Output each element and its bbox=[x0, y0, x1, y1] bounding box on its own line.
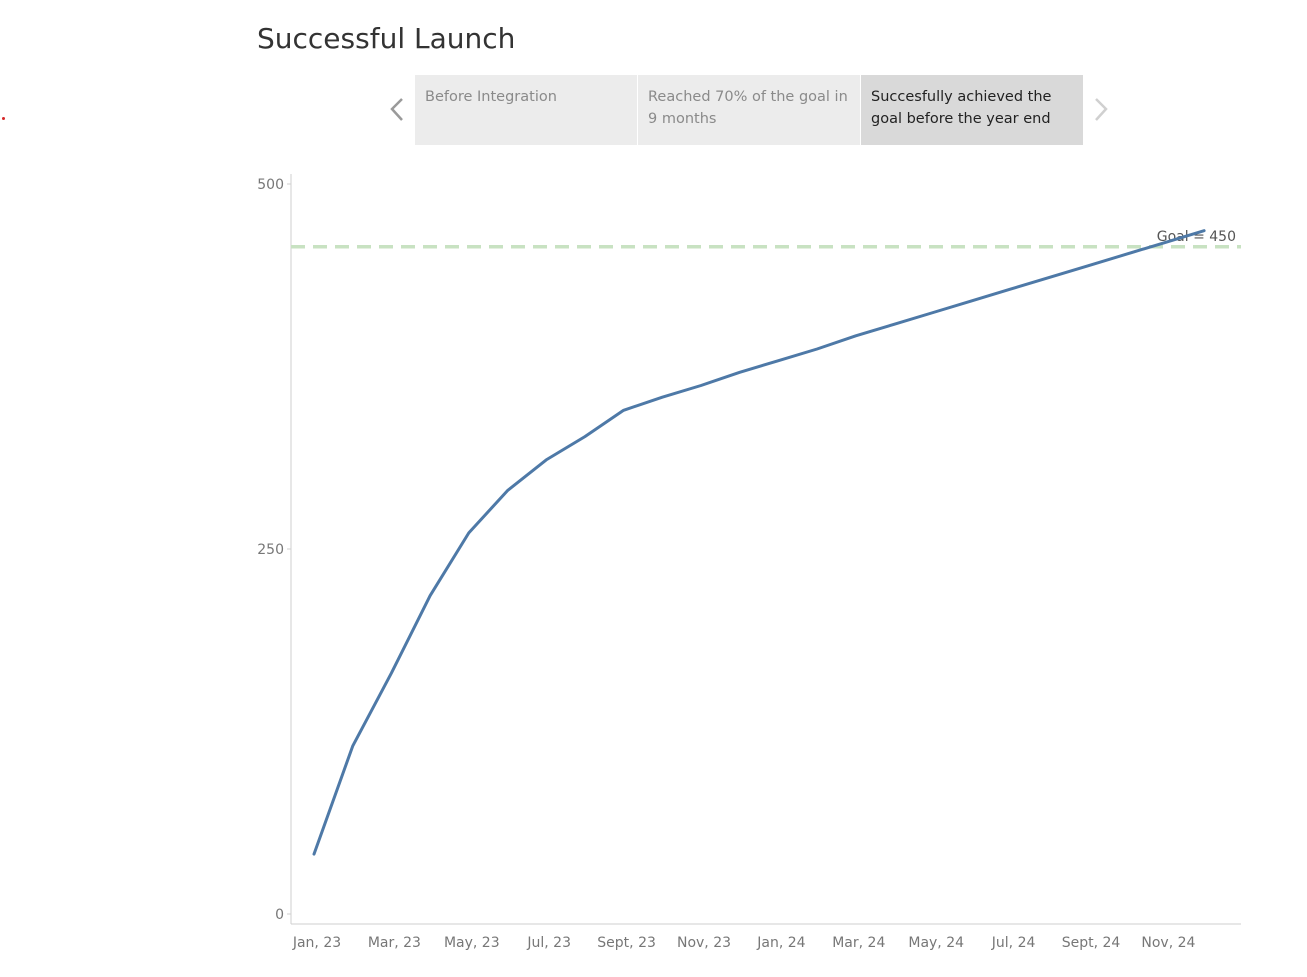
previous-story-point-button[interactable] bbox=[384, 75, 410, 145]
x-tick-label: Mar, 23 bbox=[368, 935, 421, 951]
red-dot-marker bbox=[2, 117, 5, 120]
x-tick-label: May, 23 bbox=[444, 935, 500, 951]
x-tick-label: Nov, 24 bbox=[1141, 935, 1195, 951]
x-tick-label: Jan, 24 bbox=[756, 935, 805, 951]
story-point-reached-70-percent[interactable]: Reached 70% of the goal in 9 months bbox=[638, 75, 860, 145]
x-tick-label: Nov, 23 bbox=[677, 935, 731, 951]
x-tick-label: Mar, 24 bbox=[832, 935, 885, 951]
y-tick-label: 250 bbox=[257, 542, 284, 558]
page-title: Successful Launch bbox=[257, 22, 516, 55]
chart-marks: Goal = 450 bbox=[291, 229, 1241, 856]
x-tick-label: Sept, 24 bbox=[1062, 935, 1121, 951]
story-navigator: Before Integration Reached 70% of the go… bbox=[384, 75, 1114, 145]
chart-axes: 0 250 500 Jan, 23 Mar, 23 May, 23 Jul, 23 Sept,… bbox=[257, 174, 1241, 951]
y-tick-label: 500 bbox=[257, 177, 284, 193]
series-line bbox=[312, 229, 1206, 856]
goal-reference-label: Goal = 450 bbox=[1157, 229, 1236, 245]
story-point-goal-achieved[interactable]: Succesfully achieved the goal before the… bbox=[861, 75, 1083, 145]
x-tick-label: Jul, 23 bbox=[526, 935, 571, 951]
chevron-left-icon bbox=[390, 98, 403, 121]
x-tick-label: Jul, 24 bbox=[991, 935, 1036, 951]
story-point-before-integration[interactable]: Before Integration bbox=[415, 75, 637, 145]
x-tick-label: May, 24 bbox=[908, 935, 964, 951]
x-tick-label: Jan, 23 bbox=[292, 935, 341, 951]
chevron-right-icon bbox=[1095, 98, 1108, 121]
next-story-point-button[interactable] bbox=[1088, 75, 1114, 145]
y-tick-label: 0 bbox=[275, 907, 284, 923]
x-tick-label: Sept, 23 bbox=[597, 935, 656, 951]
